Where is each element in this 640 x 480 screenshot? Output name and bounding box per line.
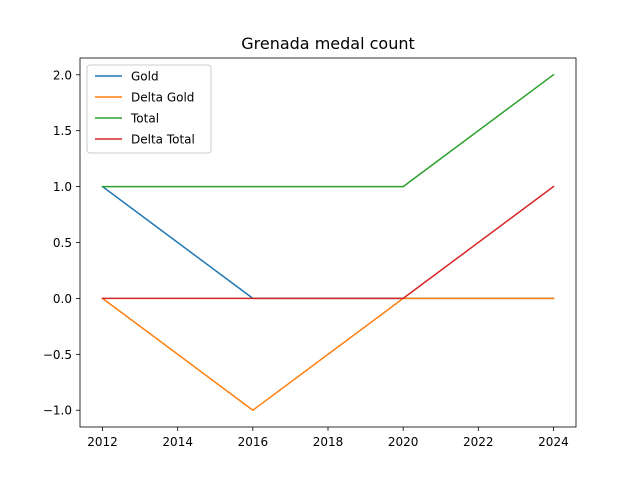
legend-label-0: Gold <box>131 70 159 84</box>
legend-label-1: Delta Gold <box>131 91 194 105</box>
y-tick-label-5: 1.5 <box>53 124 72 138</box>
legend-label-3: Delta Total <box>131 133 195 147</box>
series-line-3 <box>101 185 555 300</box>
legend-box <box>86 64 212 154</box>
chart-title: Grenada medal count <box>241 34 415 53</box>
legend: Gold Delta Gold Total Delta Total <box>86 64 212 154</box>
axes-layer: 2012 2014 2016 2018 2020 2022 2024 −1.0 −0.5 0.0 0… <box>43 57 577 449</box>
y-tick-label-6: 2.0 <box>53 68 72 82</box>
x-tick-label-4: 2020 <box>388 435 419 449</box>
series-line-2 <box>101 73 555 188</box>
x-tick-label-3: 2018 <box>313 435 344 449</box>
series-layer <box>101 73 555 411</box>
x-tick-label-5: 2022 <box>463 435 494 449</box>
y-tick-label-3: 0.5 <box>53 236 72 250</box>
x-tick-label-1: 2014 <box>162 435 193 449</box>
x-tick-label-2: 2016 <box>238 435 269 449</box>
x-tick-label-0: 2012 <box>87 435 118 449</box>
y-tick-label-1: −0.5 <box>43 348 72 362</box>
x-tick-label-6: 2024 <box>538 435 569 449</box>
series-line-1 <box>101 297 555 411</box>
y-tick-label-0: −1.0 <box>43 404 72 418</box>
legend-label-2: Total <box>130 112 159 126</box>
y-tick-label-2: 0.0 <box>53 292 72 306</box>
y-tick-label-4: 1.0 <box>53 180 72 194</box>
